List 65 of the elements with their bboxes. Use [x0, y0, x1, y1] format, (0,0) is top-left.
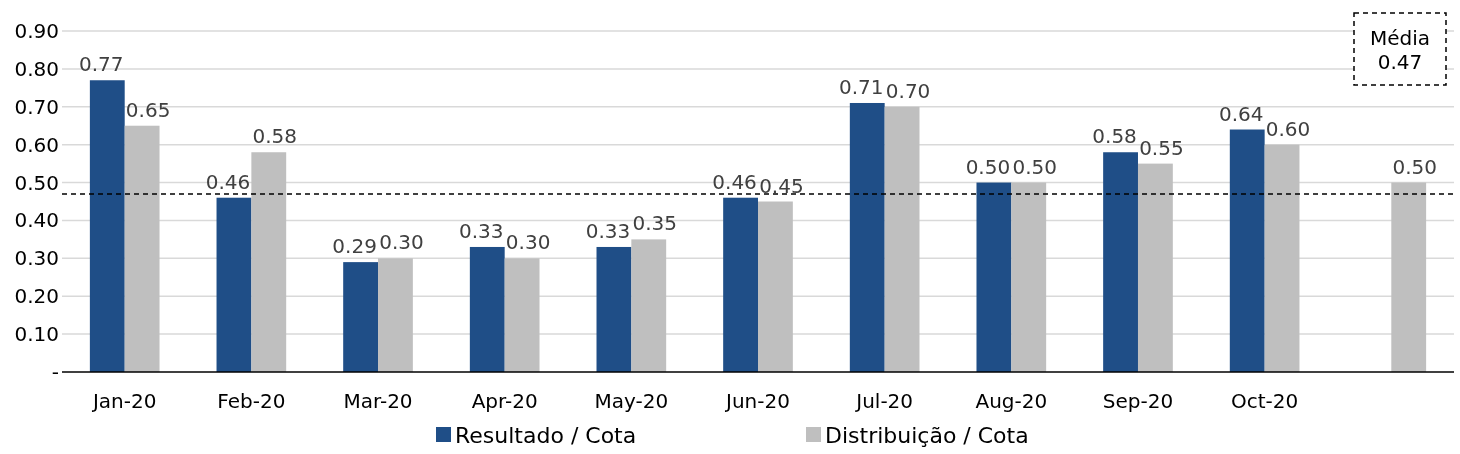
x-tick-label: Apr-20 [471, 389, 538, 413]
bar [596, 246, 632, 372]
legend-label: Distribuição / Cota [825, 423, 1029, 448]
data-label: 0.30 [379, 230, 424, 255]
bar [849, 102, 885, 372]
data-label: 0.70 [885, 78, 931, 103]
y-tick-label: 0.80 [14, 56, 59, 81]
x-tick-label: Aug-20 [975, 389, 1048, 413]
data-label: 0.60 [1265, 116, 1311, 141]
data-label: 0.65 [125, 97, 171, 122]
bar [251, 152, 287, 372]
bar [469, 246, 505, 372]
data-label: 0.55 [1139, 135, 1184, 160]
data-label: 0.33 [585, 218, 631, 243]
bar [723, 197, 758, 372]
bar [1011, 182, 1047, 372]
data-label: 0.71 [838, 74, 884, 99]
bar [1103, 152, 1138, 372]
bar [758, 201, 793, 372]
bar [124, 125, 160, 372]
data-label: 0.58 [1092, 124, 1137, 149]
data-label: 0.46 [712, 169, 757, 194]
data-label: 0.50 [1012, 154, 1057, 179]
data-label: 0.64 [1218, 101, 1264, 126]
bar [89, 80, 125, 372]
y-tick-label: 0.70 [14, 94, 59, 119]
data-label: 0.50 [1392, 154, 1437, 179]
bar [343, 262, 379, 372]
annotation: Média 0.47 [1369, 26, 1431, 74]
x-tick-label: Jul-20 [854, 389, 914, 413]
y-tick-label: 0.40 [14, 208, 59, 233]
x-tick-label: Jun-20 [724, 389, 790, 413]
data-label: 0.45 [759, 173, 804, 198]
x-tick-label: Mar-20 [343, 389, 413, 413]
bar [1264, 144, 1300, 372]
bar [504, 258, 540, 372]
bar [976, 182, 1012, 372]
data-label: 0.77 [79, 52, 124, 77]
data-label: 0.50 [965, 154, 1011, 179]
x-tick-label: May-20 [594, 389, 669, 413]
y-tick-label: 0.60 [14, 132, 59, 157]
y-tick-label: - [51, 360, 59, 384]
data-label: 0.33 [459, 218, 504, 243]
y-tick-label: 0.30 [14, 246, 59, 271]
x-tick-label: Jan-20 [90, 389, 157, 413]
y-tick-label: 0.20 [14, 284, 59, 309]
y-tick-label: 0.90 [14, 19, 59, 43]
x-tick-label: Sep-20 [1102, 389, 1174, 413]
data-label: 0.30 [505, 230, 551, 255]
bar [1137, 163, 1173, 372]
bar [216, 197, 252, 372]
bar [631, 239, 667, 372]
bar [884, 106, 920, 372]
y-tick-label: 0.50 [14, 170, 59, 195]
x-tick-label: Oct-20 [1231, 389, 1299, 413]
data-label: 0.35 [632, 211, 678, 236]
x-tick-label: Feb-20 [217, 389, 286, 413]
data-label: 0.58 [252, 124, 298, 149]
bar [378, 258, 413, 372]
bar [1229, 129, 1265, 372]
data-label: 0.46 [205, 169, 251, 194]
y-tick-label: 0.10 [14, 322, 59, 347]
data-label: 0.29 [332, 234, 377, 259]
bar [1391, 182, 1427, 372]
legend-label: Resultado / Cota [455, 423, 637, 448]
